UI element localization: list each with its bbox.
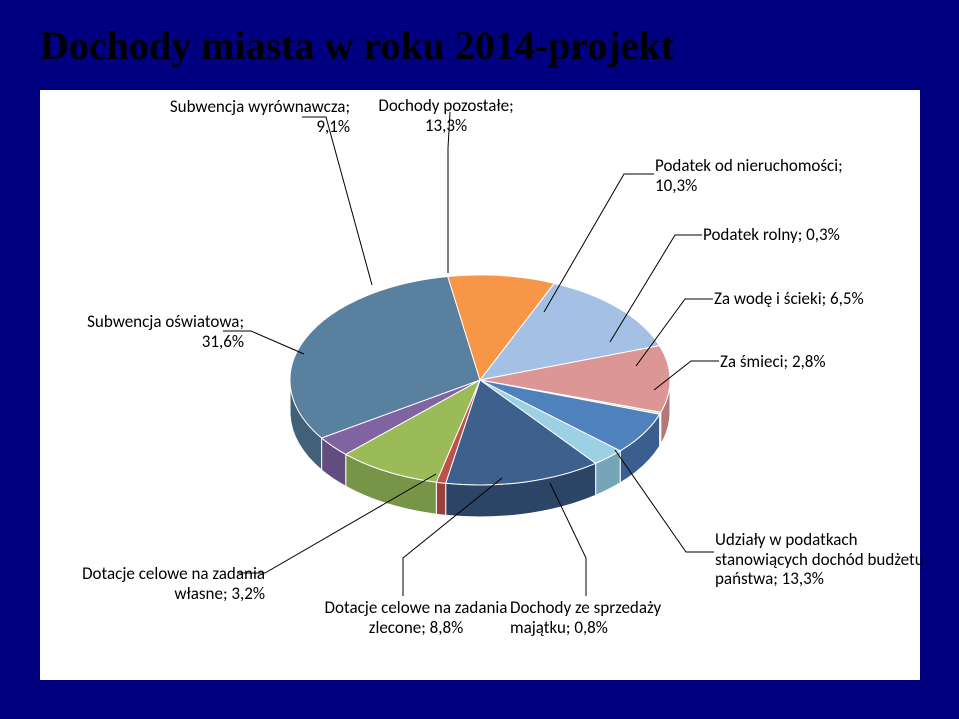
slice-label-name: Dotacje celowe na zadania zlecone	[325, 597, 508, 638]
slice-label: Dochody ze sprzedaży majątku; 0,8%	[510, 598, 720, 637]
slice-label: Za wodę i ścieki; 6,5%	[714, 289, 914, 309]
slice-label-percent: 0,3%	[806, 224, 840, 245]
slice-label-percent: 10,3%	[655, 175, 697, 196]
slice-label-percent: 8,8%	[430, 617, 464, 638]
slice-label: Subwencja wyrównawcza; 9,1%	[150, 97, 350, 136]
slice-label-percent: 31,6%	[202, 331, 244, 352]
slice-label-percent: 3,2%	[231, 583, 265, 604]
slice-label: Udziały w podatkach stanowiących dochód …	[715, 530, 925, 589]
slice-label: Dotacje celowe na zadania własne; 3,2%	[55, 564, 265, 603]
page-title: Dochody miasta w roku 2014-projekt	[40, 22, 919, 69]
slice-label-percent: 13,3%	[425, 115, 467, 136]
slice-label-percent: 6,5%	[830, 288, 864, 309]
slice-label-percent: 0,8%	[574, 617, 608, 638]
leader-line	[302, 117, 372, 285]
slice-label: Podatek rolny; 0,3%	[703, 225, 903, 245]
slice-label: Za śmieci; 2,8%	[720, 352, 920, 372]
slide: { "slide": { "title": "Dochody miasta w …	[0, 0, 959, 719]
slice-label: Podatek od nieruchomości; 10,3%	[655, 156, 885, 195]
slice-label-name: Podatek rolny	[703, 224, 798, 245]
slice-label: Dochody pozostałe; 13,3%	[366, 96, 526, 135]
pie-slice-side	[436, 482, 445, 515]
slice-label-percent: 2,8%	[792, 351, 826, 372]
slice-label-name: Dochody pozostałe	[378, 95, 509, 116]
pie-chart: Dochody pozostałe; 13,3% Podatek od nieru…	[40, 90, 920, 680]
slice-label-name: Subwencja oświatowa	[87, 311, 239, 332]
slice-label: Subwencja oświatowa; 31,6%	[44, 312, 244, 351]
slice-label-percent: 9,1%	[316, 116, 350, 137]
slice-label-name: Subwencja wyrównawcza	[170, 96, 346, 117]
chart-panel: Dochody pozostałe; 13,3% Podatek od nieru…	[40, 90, 920, 680]
slice-label-name: Za śmieci	[720, 351, 784, 372]
leader-line	[448, 112, 450, 273]
slice-label-name: Podatek od nieruchomości	[655, 155, 838, 176]
slice-label-percent: 13,3%	[782, 568, 824, 589]
slice-label-name: Za wodę i ścieki	[714, 288, 822, 309]
slice-label: Dotacje celowe na zadania zlecone; 8,8%	[311, 598, 521, 637]
